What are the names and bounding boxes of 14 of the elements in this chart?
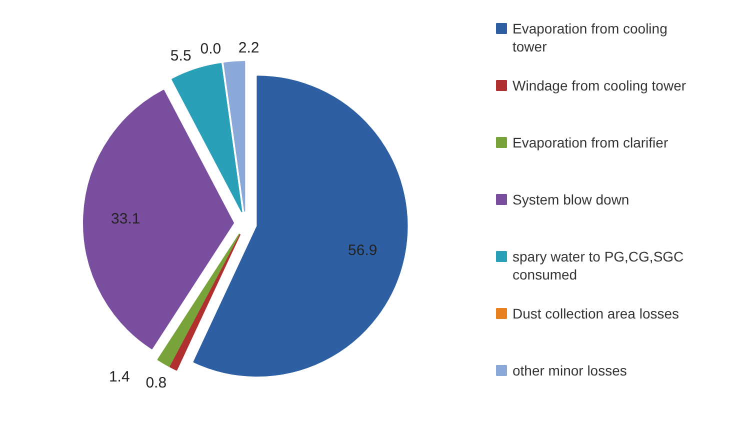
data-label: 1.4 <box>108 368 130 386</box>
data-label: 0.8 <box>146 374 167 392</box>
data-label: 5.5 <box>170 48 192 65</box>
legend-label: Evaporation from clarifier <box>512 134 668 150</box>
data-label: 2.2 <box>238 39 260 56</box>
legend-label: other minor losses <box>512 362 627 378</box>
legend-label: Dust collection area losses <box>512 306 680 322</box>
data-label: 56.9 <box>348 242 378 260</box>
text: 0.0 <box>200 40 222 58</box>
legend-label: spary water to PG,CG,SGC consumed <box>512 248 684 282</box>
data-label: 33.1 <box>111 210 140 228</box>
legend-label: System blow down <box>512 192 630 208</box>
legend-label: Evaporation from cooling tower <box>512 20 668 54</box>
legend-label: Windage from cooling tower <box>512 78 686 94</box>
